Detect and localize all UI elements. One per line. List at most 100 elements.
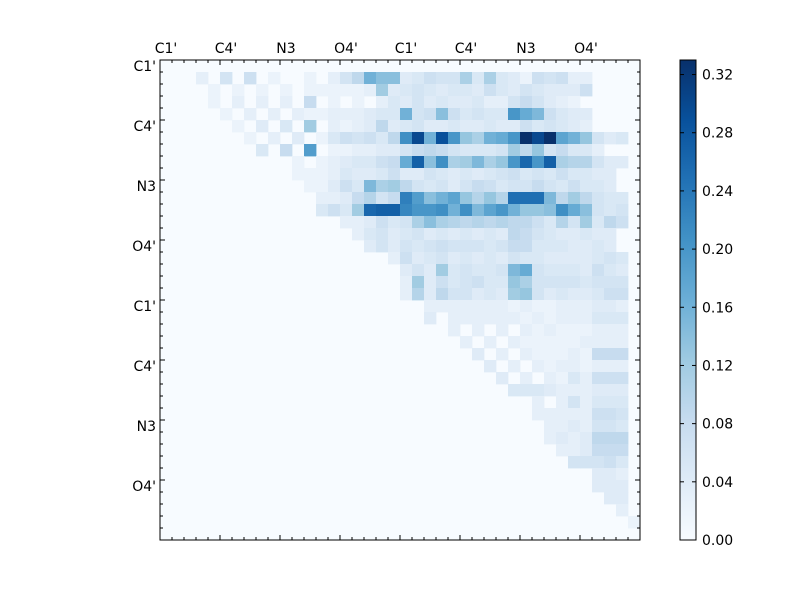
heatmap-cell [472, 72, 485, 85]
heatmap-cell [532, 192, 545, 205]
heatmap-cell [364, 132, 377, 145]
heatmap-cell [580, 312, 593, 325]
heatmap-cell [436, 180, 449, 193]
heatmap-cell [304, 84, 317, 97]
heatmap-cell [484, 72, 497, 85]
heatmap-cell [484, 252, 497, 265]
heatmap-cell [544, 408, 557, 421]
heatmap-cell [340, 144, 353, 157]
heatmap-cell [388, 84, 401, 97]
heatmap-cell [196, 72, 209, 85]
heatmap-cell [556, 408, 569, 421]
heatmap-cell [556, 180, 569, 193]
heatmap-cell [496, 288, 509, 301]
heatmap-cell [424, 204, 437, 217]
heatmap-cell [448, 96, 461, 109]
y-tick-label: C4' [133, 119, 156, 135]
heatmap-cell [460, 108, 473, 121]
heatmap-cell [484, 84, 497, 97]
heatmap-cell [376, 120, 389, 133]
heatmap-cell [604, 288, 617, 301]
heatmap-cell [388, 144, 401, 157]
heatmap-cell [580, 336, 593, 349]
heatmap-cell [412, 132, 425, 145]
heatmap-cell [556, 264, 569, 277]
heatmap-cell [460, 132, 473, 145]
heatmap-cell [424, 264, 437, 277]
heatmap-cell [556, 120, 569, 133]
heatmap-cell [484, 336, 497, 349]
heatmap-cell [532, 216, 545, 229]
colorbar-ticks: 0.00 0.04 0.08 0.12 0.16 0.20 0.24 0.28 0.32 [680, 68, 733, 549]
heatmap-cell [544, 168, 557, 181]
heatmap-cell [556, 216, 569, 229]
heatmap-cell [592, 204, 605, 217]
heatmap-cell [508, 240, 521, 253]
heatmap-cell [580, 456, 593, 469]
heatmap-cell [424, 108, 437, 121]
heatmap-cell [520, 384, 533, 397]
heatmap-cell [532, 360, 545, 373]
heatmap-cell [592, 348, 605, 361]
heatmap-cell [616, 480, 629, 493]
heatmap-cell [592, 264, 605, 277]
heatmap-cell [580, 180, 593, 193]
heatmap-cell [544, 180, 557, 193]
heatmap-cell [496, 120, 509, 133]
heatmap-cell [496, 216, 509, 229]
heatmap-cell [508, 336, 521, 349]
heatmap-cell [520, 300, 533, 313]
heatmap-cell [328, 96, 341, 109]
heatmap-cell [604, 228, 617, 241]
heatmap-cell [592, 396, 605, 409]
heatmap-cell [448, 156, 461, 169]
heatmap-cell [532, 240, 545, 253]
heatmap-cell [604, 372, 617, 385]
heatmap-cell [388, 240, 401, 253]
x-tick-label: N3 [516, 41, 535, 57]
x-tick-label: C4' [455, 41, 478, 57]
heatmap-cell [592, 228, 605, 241]
heatmap-cell [580, 72, 593, 85]
heatmap-cell [448, 120, 461, 133]
heatmap-cell [256, 120, 269, 133]
heatmap-cell [388, 108, 401, 121]
heatmap-cell [520, 240, 533, 253]
heatmap-cell [400, 120, 413, 133]
heatmap-cell [508, 216, 521, 229]
colorbar-tick-label: 0.04 [702, 475, 733, 491]
heatmap-cell [412, 192, 425, 205]
heatmap-cell [520, 288, 533, 301]
heatmap-cell [472, 276, 485, 289]
heatmap-cell [376, 84, 389, 97]
heatmap-cell [328, 144, 341, 157]
heatmap-cell [568, 144, 581, 157]
heatmap-cell [400, 216, 413, 229]
heatmap-cell [544, 360, 557, 373]
heatmap-cell [364, 156, 377, 169]
heatmap-cell [352, 216, 365, 229]
heatmap-cell [436, 240, 449, 253]
heatmap-cell [508, 108, 521, 121]
heatmap-cell [508, 144, 521, 157]
heatmap-cell [364, 144, 377, 157]
heatmap-cell [544, 216, 557, 229]
heatmap-cell [388, 216, 401, 229]
heatmap-cell [544, 84, 557, 97]
heatmap-cell [544, 372, 557, 385]
heatmap-cell [364, 228, 377, 241]
heatmap-cell [472, 156, 485, 169]
heatmap-cell [340, 192, 353, 205]
heatmap-cell [568, 240, 581, 253]
heatmap-cell [532, 96, 545, 109]
heatmap-cell [580, 252, 593, 265]
heatmap-cell [568, 96, 581, 109]
heatmap-cell [472, 144, 485, 157]
heatmap-cell [616, 372, 629, 385]
heatmap-cells [196, 72, 641, 529]
heatmap-cell [328, 108, 341, 121]
heatmap-cell [616, 384, 629, 397]
heatmap-cell [460, 276, 473, 289]
heatmap-cell [556, 228, 569, 241]
heatmap-cell [460, 168, 473, 181]
